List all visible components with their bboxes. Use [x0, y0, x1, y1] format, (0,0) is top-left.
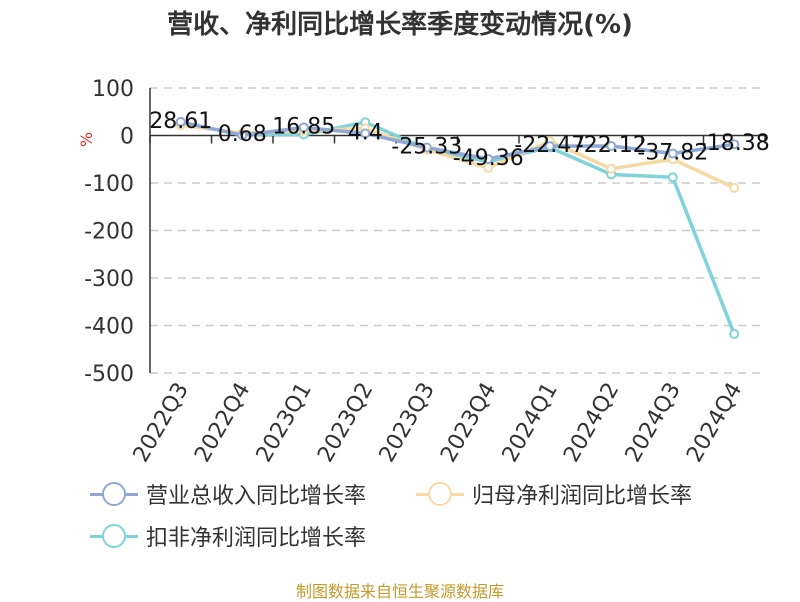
legend-marker-net-profit — [416, 480, 464, 508]
data-point — [729, 329, 740, 340]
data-point — [421, 142, 432, 153]
data-label: -49.36 — [453, 146, 524, 171]
data-point — [360, 128, 371, 139]
x-tick-label: 2024Q4 — [682, 379, 747, 467]
data-label: 28.61 — [149, 109, 212, 134]
data-point — [667, 172, 678, 183]
legend-label-net-profit: 归母净利润同比增长率 — [472, 484, 693, 509]
y-tick-label: -100 — [84, 172, 134, 197]
chart-title: 营收、净利同比增长率季度变动情况(%) — [167, 10, 633, 40]
x-tick-label: 2022Q3 — [129, 379, 194, 467]
data-label: 16.85 — [272, 114, 335, 139]
data-label: 4.4 — [348, 120, 383, 145]
data-point — [606, 163, 617, 174]
data-label: -25.33 — [391, 135, 462, 160]
data-point — [175, 116, 186, 127]
legend-label-deducted-profit: 扣非净利润同比增长率 — [146, 526, 367, 551]
data-point — [483, 153, 494, 164]
x-tick-label: 2024Q1 — [498, 379, 563, 467]
data-point — [544, 141, 555, 152]
legend-marker-deducted-profit — [90, 522, 138, 550]
data-point — [667, 148, 678, 159]
legend-item-revenue[interactable]: 营业总收入同比增长率 — [90, 478, 366, 510]
y-axis-label: % — [77, 132, 96, 147]
series-line — [180, 120, 736, 335]
legend-marker-revenue — [90, 480, 138, 508]
legend-label-revenue: 营业总收入同比增长率 — [146, 484, 367, 509]
data-label: -22.12 — [576, 133, 647, 158]
data-point — [729, 139, 740, 150]
y-tick-label: -400 — [84, 315, 134, 340]
y-tick-label: 100 — [92, 77, 134, 102]
series-line — [180, 120, 735, 161]
data-point — [606, 141, 617, 152]
legend-item-deducted-profit[interactable]: 扣非净利润同比增长率 — [90, 520, 366, 552]
source-note: 制图数据来自恒生聚源数据库 — [295, 582, 504, 601]
y-tick-label: -500 — [84, 362, 134, 387]
legend-item-net-profit[interactable]: 归母净利润同比增长率 — [416, 478, 692, 510]
data-label: -18.38 — [699, 131, 770, 156]
data-point — [237, 130, 248, 141]
x-tick-label: 2022Q4 — [190, 379, 255, 467]
y-tick-label: 0 — [120, 125, 134, 150]
x-tick-label: 2023Q1 — [252, 379, 317, 467]
data-point — [298, 122, 309, 133]
x-tick-label: 2024Q2 — [559, 379, 624, 467]
data-label: 0.68 — [218, 122, 267, 147]
y-tick-label: -300 — [84, 267, 134, 292]
x-tick-label: 2023Q2 — [313, 379, 378, 467]
y-tick-label: -200 — [84, 220, 134, 245]
data-point — [729, 182, 740, 193]
x-tick-label: 2023Q4 — [436, 379, 501, 467]
x-tick-label: 2023Q3 — [375, 379, 440, 467]
x-tick-label: 2024Q3 — [621, 379, 686, 467]
data-label: -22.47 — [514, 133, 585, 158]
data-label: -37.82 — [637, 140, 708, 165]
